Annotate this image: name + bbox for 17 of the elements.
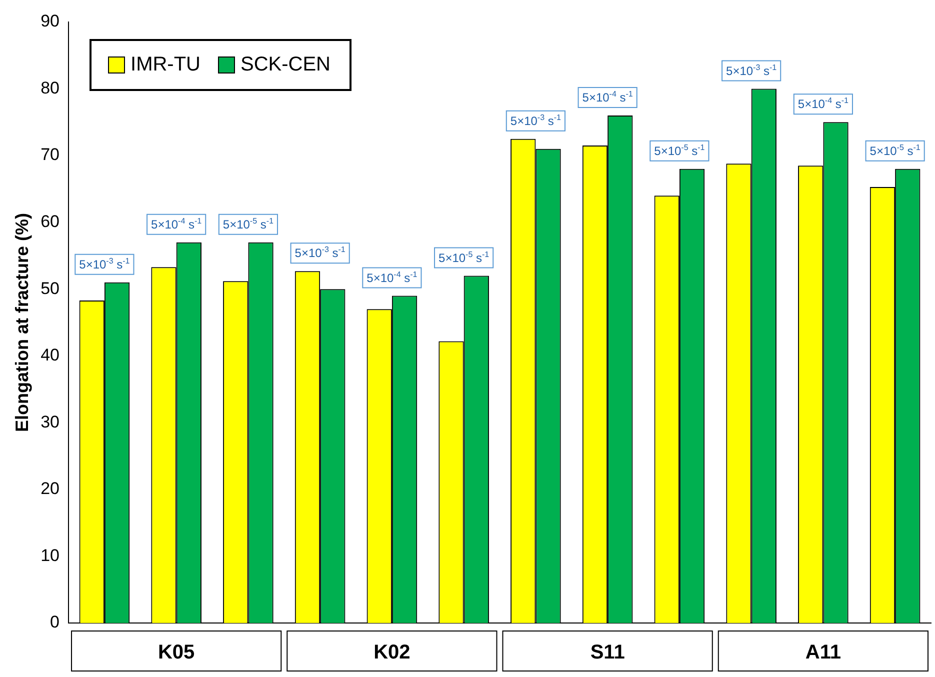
y-tick-label: 90 xyxy=(40,12,60,31)
y-tick-label: 80 xyxy=(40,78,60,98)
x-tick-label: A11 xyxy=(805,642,841,664)
y-tick-label: 0 xyxy=(50,612,60,632)
legend-label: IMR-TU xyxy=(130,54,200,76)
y-axis-title: Elongation at fracture (%) xyxy=(12,212,32,432)
y-tick-label: 70 xyxy=(40,145,60,164)
y-tick-label: 40 xyxy=(40,346,60,365)
y-tick-label: 50 xyxy=(40,278,60,298)
x-tick-label: S11 xyxy=(590,642,625,664)
legend-label: SCK-CEN xyxy=(240,54,331,76)
y-tick-label: 10 xyxy=(40,546,60,565)
x-tick-label: K05 xyxy=(158,642,195,664)
y-tick-label: 60 xyxy=(40,212,60,232)
x-tick-label: K02 xyxy=(374,642,410,664)
y-tick-label: 20 xyxy=(40,479,60,498)
y-tick-label: 30 xyxy=(40,412,60,432)
